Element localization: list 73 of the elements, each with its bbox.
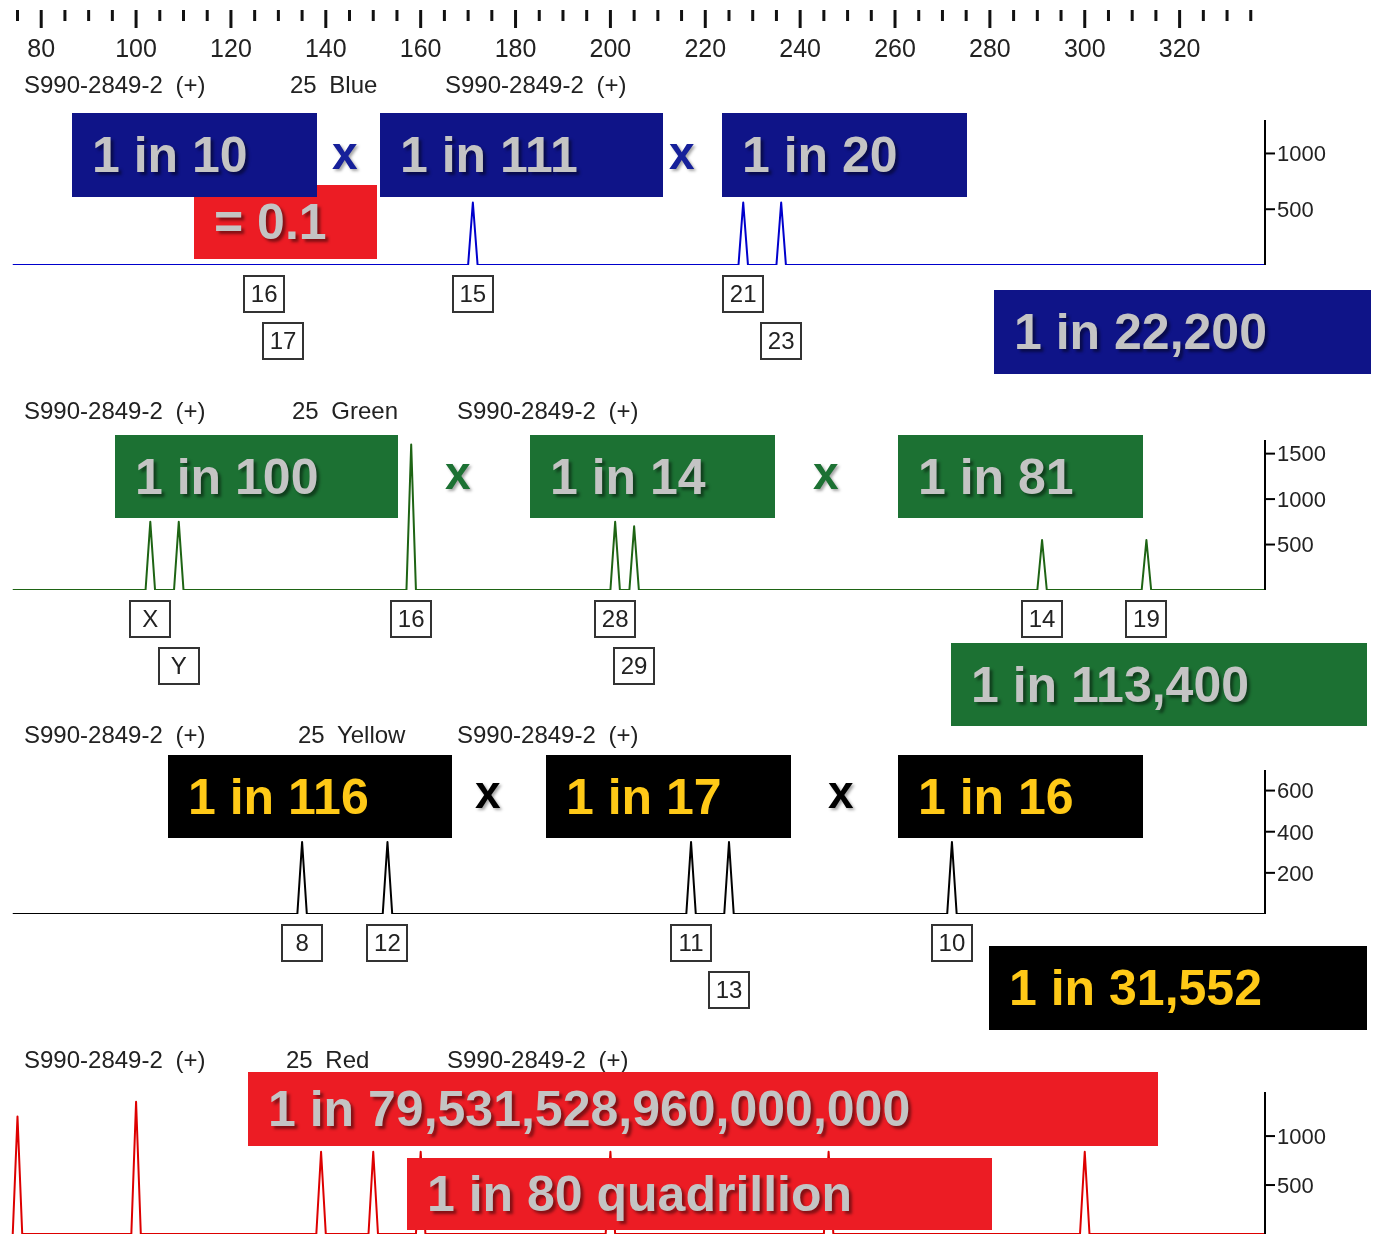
- x-tick-label: 300: [1063, 34, 1106, 62]
- callout-box: 1 in 111: [380, 113, 663, 197]
- y-tick-label: 500: [1277, 197, 1314, 223]
- callout-box: 1 in 80 quadrillion: [407, 1158, 992, 1230]
- annotation: x: [445, 447, 471, 499]
- y-tick-label: 600: [1277, 778, 1314, 804]
- chart-title: S990-2849-2 (+): [24, 1046, 206, 1074]
- callout-box: 1 in 113,400: [951, 643, 1367, 726]
- chart-title: S990-2849-2 (+): [24, 397, 206, 425]
- annotation: 29: [613, 647, 656, 685]
- y-tick-label: 500: [1277, 1172, 1314, 1198]
- chart-title: S990-2849-2 (+): [24, 71, 206, 99]
- x-tick-label: 140: [304, 34, 347, 62]
- x-tick-label: 240: [779, 34, 822, 62]
- callout-box: 1 in 79,531,528,960,000,000: [248, 1072, 1158, 1146]
- callout-box: 1 in 14: [530, 435, 775, 518]
- x-tick-label: 280: [969, 34, 1011, 62]
- y-tick-label: 1000: [1277, 141, 1326, 167]
- annotation: 21: [722, 275, 765, 313]
- x-tick-label: 220: [684, 34, 727, 62]
- annotation: 17: [262, 322, 305, 360]
- x-tick-label: 120: [210, 34, 252, 62]
- text: S990-2849-2 (+): [447, 1046, 629, 1074]
- annotation: x: [332, 127, 358, 179]
- annotation: 10: [930, 924, 973, 962]
- annotation: 19: [1125, 600, 1168, 638]
- annotation: 8: [281, 924, 324, 962]
- text: S990-2849-2 (+): [445, 71, 627, 99]
- annotation: 14: [1021, 600, 1064, 638]
- callout-box: 1 in 81: [898, 435, 1143, 518]
- annotation: 13: [707, 971, 750, 1009]
- text: S990-2849-2 (+): [457, 397, 639, 425]
- callout-box: 1 in 17: [546, 755, 791, 838]
- annotation: 23: [760, 322, 803, 360]
- x-tick-label: 180: [494, 34, 537, 62]
- x-tick-label: 320: [1158, 34, 1201, 62]
- annotation: 16: [390, 600, 433, 638]
- annotation: x: [813, 447, 839, 499]
- annotation: 12: [366, 924, 409, 962]
- y-tick-label: 1000: [1277, 486, 1326, 512]
- callout-box: 1 in 20: [722, 113, 967, 197]
- x-tick-label: 200: [589, 34, 632, 62]
- annotation: 15: [451, 275, 494, 313]
- annotation: x: [669, 127, 695, 179]
- y-tick-label: 500: [1277, 532, 1314, 558]
- chart-subtitle: 25 Yellow: [298, 721, 406, 749]
- line-series: [11, 443, 1265, 590]
- chart-subtitle: 25 Green: [292, 397, 399, 425]
- annotation: 28: [594, 600, 637, 638]
- chart-title: S990-2849-2 (+): [24, 721, 206, 749]
- y-tick-label: 200: [1277, 860, 1314, 886]
- annotation: 16: [243, 275, 286, 313]
- callout-box: 1 in 116: [168, 755, 452, 838]
- x-tick-label: 80: [27, 34, 56, 62]
- annotation: x: [475, 766, 501, 818]
- y-tick-label: 1500: [1277, 441, 1326, 467]
- callout-box: 1 in 22,200: [994, 290, 1371, 374]
- callout-box: 1 in 10: [72, 113, 317, 197]
- callout-box: 1 in 16: [898, 755, 1143, 838]
- annotation: 11: [670, 924, 713, 962]
- x-tick-label: 100: [115, 34, 157, 62]
- y-tick-label: 400: [1277, 819, 1314, 845]
- annotation: Y: [157, 647, 200, 685]
- annotation: X: [129, 600, 172, 638]
- chart-subtitle: 25 Blue: [290, 71, 378, 99]
- chart-subtitle: 25 Red: [286, 1046, 370, 1074]
- x-tick-label: 260: [874, 34, 916, 62]
- x-tick-label: 160: [399, 34, 442, 62]
- callout-box: 1 in 31,552: [989, 946, 1367, 1030]
- y-tick-label: 1000: [1277, 1123, 1326, 1149]
- annotation: x: [828, 766, 854, 818]
- text: S990-2849-2 (+): [457, 721, 639, 749]
- callout-box: 1 in 100: [115, 435, 398, 518]
